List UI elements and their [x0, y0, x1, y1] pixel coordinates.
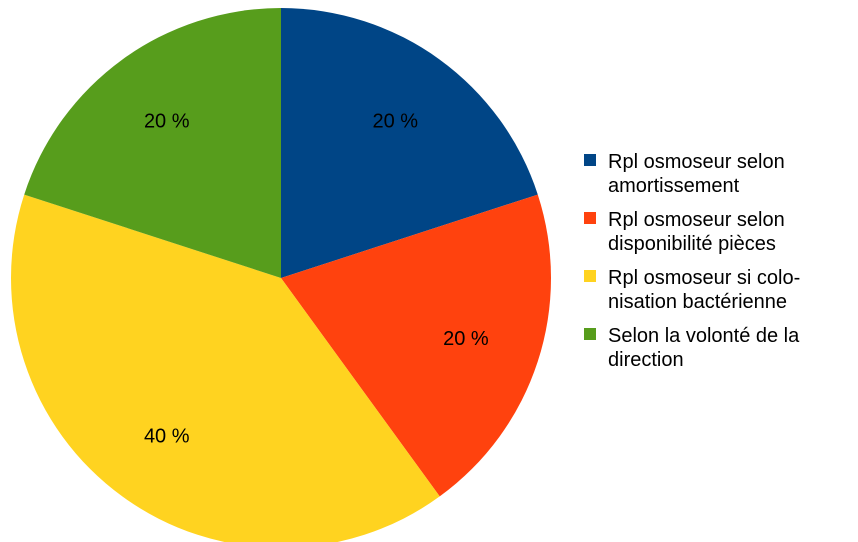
- slice-value-label-0: 20 %: [372, 111, 418, 133]
- legend-label-0-line-1: amortissement: [608, 175, 740, 197]
- legend-label-0-line-0: Rpl osmoseur selon: [608, 151, 785, 173]
- chart-legend: Rpl osmoseur selon amortissement Rpl osmos…: [582, 150, 858, 382]
- legend-swatch-1: [584, 212, 596, 224]
- legend-label-1-line-0: Rpl osmoseur selon: [608, 209, 785, 231]
- legend-item-0: Rpl osmoseur selon amortissement: [582, 150, 858, 198]
- pie-slice-2: [11, 194, 440, 542]
- legend-label-3-line-1: direction: [608, 349, 684, 371]
- legend-item-1: Rpl osmoseur selon disponibilité pièces: [582, 208, 858, 256]
- slice-value-label-1: 20 %: [443, 328, 489, 350]
- legend-swatch-3: [584, 328, 596, 340]
- pie-slice-0: [281, 8, 538, 278]
- legend-swatch-0: [584, 154, 596, 166]
- legend-label-2-line-1: nisation bactérienne: [608, 291, 788, 313]
- legend-label-2-line-0: Rpl osmoseur si colo-: [608, 267, 801, 289]
- legend-item-2: Rpl osmoseur si colo-nisation bactérienn…: [582, 266, 858, 314]
- legend-label-3-line-0: Selon la volonté de la: [608, 325, 800, 347]
- legend-label-1-line-1: disponibilité pièces: [608, 233, 776, 255]
- slice-value-label-3: 20 %: [144, 111, 190, 133]
- pie-slice-3: [24, 8, 281, 278]
- slice-value-label-2: 40 %: [144, 425, 190, 447]
- legend-item-3: Selon la volonté de la direction: [582, 324, 858, 372]
- legend-swatch-2: [584, 270, 596, 282]
- pie-slice-1: [281, 194, 551, 497]
